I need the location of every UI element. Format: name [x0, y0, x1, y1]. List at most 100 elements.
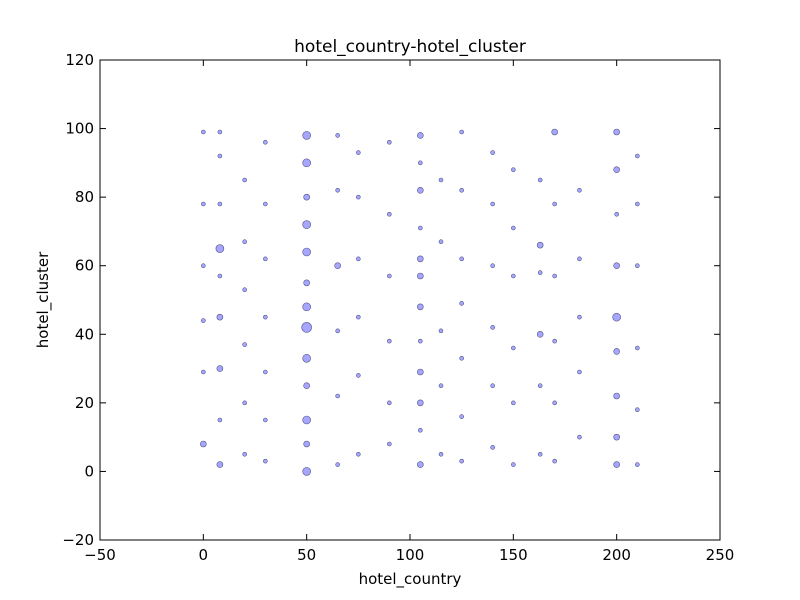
- scatter-point: [490, 445, 495, 450]
- x-axis-label: hotel_country: [359, 570, 462, 589]
- x-tick-label: 200: [602, 546, 631, 564]
- scatter-point: [552, 458, 557, 464]
- scatter-point: [217, 129, 223, 135]
- scatter-point: [577, 187, 582, 193]
- scatter-point: [303, 193, 310, 201]
- scatter-point: [537, 451, 543, 457]
- scatter-point: [215, 244, 225, 253]
- scatter-point: [552, 273, 557, 279]
- scatter-point: [511, 167, 516, 173]
- scatter-point: [459, 414, 464, 419]
- scatter-point: [216, 365, 224, 372]
- scatter-point: [459, 458, 464, 464]
- scatter-point: [356, 451, 361, 457]
- scatter-point: [635, 263, 640, 269]
- scatter-point: [511, 345, 516, 351]
- scatter-point: [302, 467, 311, 476]
- scatter-point: [387, 211, 392, 217]
- scatter-point: [334, 262, 341, 270]
- scatter-point: [217, 417, 223, 423]
- scatter-point: [217, 273, 223, 279]
- scatter-point: [459, 187, 464, 193]
- x-tick-label: 50: [297, 546, 316, 564]
- y-tick-label: 0: [84, 462, 94, 480]
- scatter-point: [387, 441, 392, 447]
- scatter-point: [302, 220, 311, 229]
- scatter-point: [511, 273, 516, 279]
- scatter-point: [614, 211, 619, 217]
- x-tick-label: 100: [396, 546, 425, 564]
- scatter-point: [216, 313, 224, 321]
- scatter-point: [216, 461, 224, 468]
- scatter-point: [263, 369, 268, 375]
- scatter-point: [418, 338, 423, 344]
- scatter-point: [635, 345, 640, 351]
- scatter-point: [303, 382, 310, 390]
- scatter-point: [577, 314, 582, 320]
- scatter-point: [613, 128, 620, 136]
- y-tick-label: 100: [65, 120, 94, 138]
- scatter-point: [263, 417, 268, 423]
- scatter-point: [302, 353, 311, 363]
- scatter-point: [417, 186, 424, 194]
- scatter-point: [301, 322, 312, 333]
- scatter-point: [387, 338, 392, 344]
- scatter-point: [418, 427, 423, 433]
- scatter-point: [577, 256, 582, 262]
- y-tick-label: 20: [75, 394, 94, 412]
- scatter-point: [459, 301, 464, 306]
- scatter-point: [417, 303, 424, 311]
- scatter-point: [356, 314, 361, 320]
- scatter-point: [459, 129, 464, 135]
- scatter-point: [242, 342, 247, 347]
- scatter-point: [263, 139, 268, 145]
- x-tick-label: 250: [706, 546, 735, 564]
- y-axis-label: hotel_cluster: [34, 251, 53, 348]
- scatter-point: [417, 255, 424, 263]
- scatter-point: [201, 201, 206, 207]
- scatter-point: [263, 201, 268, 207]
- scatter-point: [242, 451, 247, 457]
- scatter-point: [613, 166, 620, 174]
- scatter-point: [613, 348, 620, 355]
- scatter-point: [552, 201, 557, 207]
- scatter-point: [201, 369, 206, 375]
- scatter-point: [511, 462, 516, 467]
- scatter-point: [490, 383, 495, 389]
- scatter-point: [613, 392, 620, 400]
- scatter-point: [537, 270, 543, 275]
- scatter-point: [417, 399, 424, 407]
- scatter-point: [536, 330, 544, 338]
- scatter-point: [303, 440, 310, 448]
- y-tick-label: 60: [75, 257, 94, 275]
- scatter-point: [459, 256, 464, 262]
- scatter-point: [417, 461, 424, 468]
- y-tick-label: 80: [75, 188, 94, 206]
- x-tick-label: 0: [199, 546, 209, 564]
- scatter-point: [438, 239, 444, 245]
- scatter-point: [387, 400, 392, 406]
- scatter-point: [511, 225, 516, 231]
- scatter-point: [201, 318, 206, 323]
- scatter-point: [263, 314, 268, 320]
- scatter-point: [577, 369, 582, 375]
- scatter-point: [613, 433, 620, 441]
- scatter-point: [201, 263, 206, 269]
- scatter-point: [302, 247, 311, 257]
- scatter-point: [635, 153, 640, 159]
- scatter-point: [635, 407, 640, 413]
- scatter-point: [356, 150, 361, 155]
- scatter-point: [242, 400, 247, 406]
- scatter-point: [635, 201, 640, 207]
- scatter-point: [217, 153, 223, 159]
- scatter-point: [217, 201, 223, 207]
- scatter-point: [263, 256, 268, 262]
- scatter-point: [242, 287, 247, 293]
- scatter-point: [242, 239, 247, 245]
- scatter-point: [438, 451, 444, 457]
- scatter-point: [552, 400, 557, 406]
- scatter-point: [613, 262, 620, 270]
- scatter-point: [418, 160, 423, 166]
- scatter-point: [537, 177, 543, 183]
